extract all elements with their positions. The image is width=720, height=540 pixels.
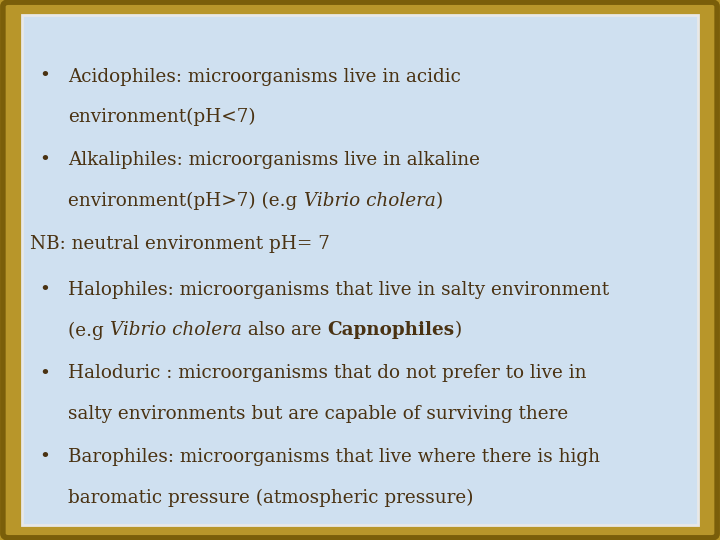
- Text: NB: neutral environment pH= 7: NB: neutral environment pH= 7: [30, 235, 330, 253]
- Text: Capnophiles: Capnophiles: [328, 321, 454, 339]
- Text: Vibrio cholera: Vibrio cholera: [304, 192, 436, 210]
- Text: Haloduric : microorganisms that do not prefer to live in: Haloduric : microorganisms that do not p…: [68, 364, 587, 382]
- Text: ): ): [436, 192, 443, 210]
- Text: •: •: [40, 281, 50, 299]
- Text: •: •: [40, 364, 50, 382]
- Text: also are: also are: [242, 321, 328, 339]
- Text: environment(pH<7): environment(pH<7): [68, 108, 256, 126]
- Text: ): ): [454, 321, 462, 339]
- Text: Vibrio cholera: Vibrio cholera: [110, 321, 242, 339]
- Text: Halophiles: microorganisms that live in salty environment: Halophiles: microorganisms that live in …: [68, 281, 610, 299]
- Text: environment(pH>7) (e.g: environment(pH>7) (e.g: [68, 192, 304, 210]
- Text: baromatic pressure (atmospheric pressure): baromatic pressure (atmospheric pressure…: [68, 489, 474, 507]
- Text: Acidophiles: microorganisms live in acidic: Acidophiles: microorganisms live in acid…: [68, 68, 462, 85]
- Text: Barophiles: microorganisms that live where there is high: Barophiles: microorganisms that live whe…: [68, 448, 600, 466]
- Text: salty environments but are capable of surviving there: salty environments but are capable of su…: [68, 405, 569, 423]
- Text: •: •: [40, 68, 50, 85]
- FancyBboxPatch shape: [3, 2, 717, 538]
- Text: Alkaliphiles: microorganisms live in alkaline: Alkaliphiles: microorganisms live in alk…: [68, 151, 480, 169]
- Text: (e.g: (e.g: [68, 321, 110, 340]
- Text: •: •: [40, 448, 50, 466]
- Text: •: •: [40, 151, 50, 169]
- FancyBboxPatch shape: [22, 15, 698, 525]
